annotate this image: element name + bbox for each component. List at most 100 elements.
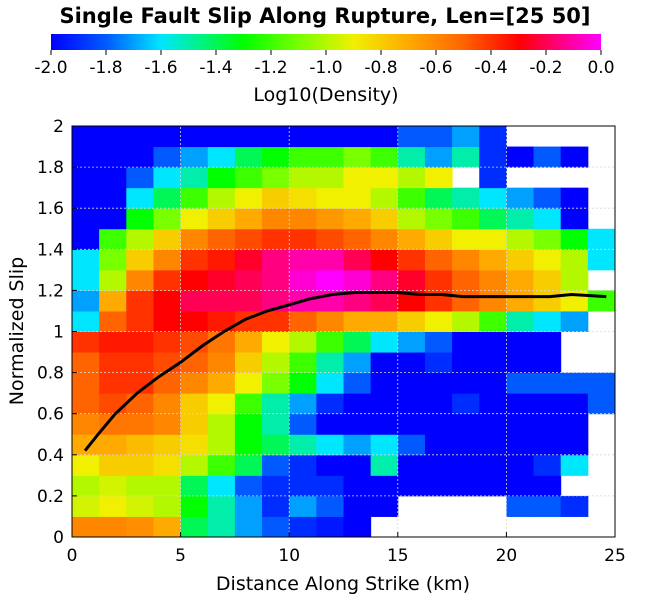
heatmap-cell [99, 146, 127, 168]
heatmap-cell [479, 310, 507, 332]
heatmap-cell [180, 372, 209, 394]
heatmap-cell [479, 393, 507, 415]
heatmap-cell [506, 228, 535, 250]
heatmap-cell [316, 454, 344, 476]
heatmap-cell [479, 331, 507, 353]
colorbar-tick-label: -1.2 [254, 58, 287, 78]
y-axis-ticks: 0 0.2 0.4 0.6 0.8 1 1.2 1.4 1.6 1.8 2 [37, 117, 77, 548]
heatmap-cell [506, 310, 535, 332]
heatmap-cell [397, 310, 426, 332]
heatmap-cell [234, 475, 263, 497]
heatmap-cell [424, 372, 453, 394]
heatmap-cell [370, 269, 399, 291]
heatmap-cell [343, 167, 372, 189]
heatmap-cell [533, 146, 562, 168]
heatmap-cell [533, 434, 562, 456]
plot-area: 0 5 10 15 20 25 0 0.2 0.4 0.6 0.8 1 1.2 1.4 1.6 1.8 2 [37, 117, 626, 566]
heatmap-cell [397, 475, 426, 497]
heatmap-cell [99, 126, 127, 148]
heatmap-cell [126, 249, 154, 271]
heatmap-cell [343, 228, 372, 250]
heatmap-cell [153, 454, 182, 476]
heatmap-cell [343, 310, 372, 332]
heatmap-cell [479, 352, 507, 374]
heatmap-cell [343, 331, 372, 353]
heatmap-cell [452, 310, 480, 332]
heatmap-cell [72, 310, 100, 332]
heatmap-cell [153, 228, 182, 250]
heatmap-cell [397, 146, 426, 168]
heatmap-cell [370, 413, 399, 435]
x-axis-label: Distance Along Strike (km) [216, 573, 470, 595]
heatmap-cell [343, 434, 372, 456]
heatmap-cell [72, 208, 100, 230]
heatmap-cell [207, 126, 236, 148]
heatmap-cell [262, 167, 290, 189]
heatmap-cell [506, 146, 535, 168]
heatmap-cell [533, 310, 562, 332]
heatmap-cell [370, 290, 399, 312]
heatmap-cell [262, 126, 290, 148]
heatmap-cell [452, 208, 480, 230]
heatmap-cell [452, 187, 480, 209]
y-tick-label: 0.4 [37, 446, 64, 466]
heatmap-cell [72, 146, 100, 168]
heatmap-cell [153, 310, 182, 332]
heatmap-cell [180, 475, 209, 497]
heatmap-cell [560, 146, 589, 168]
heatmap-cell [207, 167, 236, 189]
heatmap-cell [153, 372, 182, 394]
heatmap-cell [99, 187, 127, 209]
heatmap-cell [533, 228, 562, 250]
heatmap-cell [289, 372, 317, 394]
x-tick-label: 0 [67, 546, 78, 566]
heatmap-cell [72, 352, 100, 374]
heatmap-cell [479, 249, 507, 271]
heatmap-cell [289, 516, 317, 538]
colorbar-tick-label: -1.4 [199, 58, 232, 78]
heatmap-cell [72, 290, 100, 312]
heatmap-cell [452, 434, 480, 456]
heatmap-cell [207, 310, 236, 332]
heatmap-cell [397, 208, 426, 230]
heatmap-cell [207, 249, 236, 271]
heatmap-cell [153, 126, 182, 148]
heatmap-cell [180, 146, 209, 168]
heatmap-cell [533, 372, 562, 394]
heatmap-cell [153, 495, 182, 517]
heatmap-cell [533, 290, 562, 312]
chart-title: Single Fault Slip Along Rupture, Len=[25… [59, 4, 590, 28]
heatmap-cell [506, 352, 535, 374]
x-tick-label: 10 [278, 546, 300, 566]
heatmap-cell [289, 331, 317, 353]
heatmap-cell [289, 187, 317, 209]
heatmap-cell [126, 331, 154, 353]
heatmap-cell [506, 434, 535, 456]
heatmap-cell [126, 146, 154, 168]
heatmap-cell [424, 269, 453, 291]
heatmap-cell [289, 434, 317, 456]
colorbar-tick-label: -1.8 [89, 58, 122, 78]
heatmap-cell [289, 249, 317, 271]
y-tick-label: 1.4 [37, 240, 64, 260]
heatmap-cell [560, 372, 589, 394]
heatmap-cell [316, 495, 344, 517]
heatmap-cell [506, 413, 535, 435]
y-tick-label: 0 [53, 528, 64, 548]
heatmap-cell [234, 454, 263, 476]
y-tick-label: 2 [53, 117, 64, 137]
heatmap-cell [506, 393, 535, 415]
heatmap-cell [343, 475, 372, 497]
heatmap-cell [424, 331, 453, 353]
heatmap-cell [424, 146, 453, 168]
heatmap-cell [370, 310, 399, 332]
heatmap-cell [289, 352, 317, 374]
heatmap-cell [343, 454, 372, 476]
heatmap-cell [424, 434, 453, 456]
heatmap-cell [452, 249, 480, 271]
heatmap-cell [533, 269, 562, 291]
heatmap-cell [262, 475, 290, 497]
heatmap-cell [234, 434, 263, 456]
heatmap-cell [424, 310, 453, 332]
colorbar-tick-label: -0.4 [474, 58, 507, 78]
